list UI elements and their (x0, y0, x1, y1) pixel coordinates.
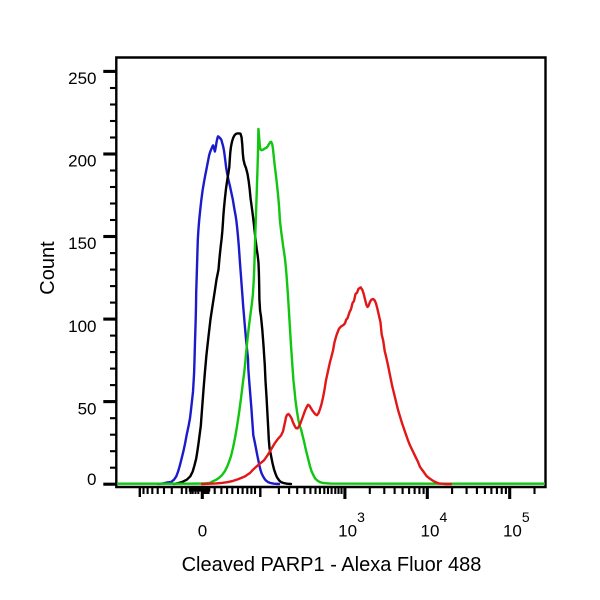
svg-text:200: 200 (68, 152, 96, 171)
svg-text:0: 0 (198, 522, 207, 541)
svg-text:Count: Count (37, 241, 59, 295)
svg-text:Cleaved PARP1 - Alexa Fluor 48: Cleaved PARP1 - Alexa Fluor 488 (182, 554, 482, 576)
svg-text:100: 100 (68, 317, 96, 336)
svg-text:150: 150 (68, 234, 96, 253)
svg-text:250: 250 (68, 69, 96, 88)
svg-text:50: 50 (78, 399, 97, 418)
svg-text:0: 0 (87, 470, 96, 489)
